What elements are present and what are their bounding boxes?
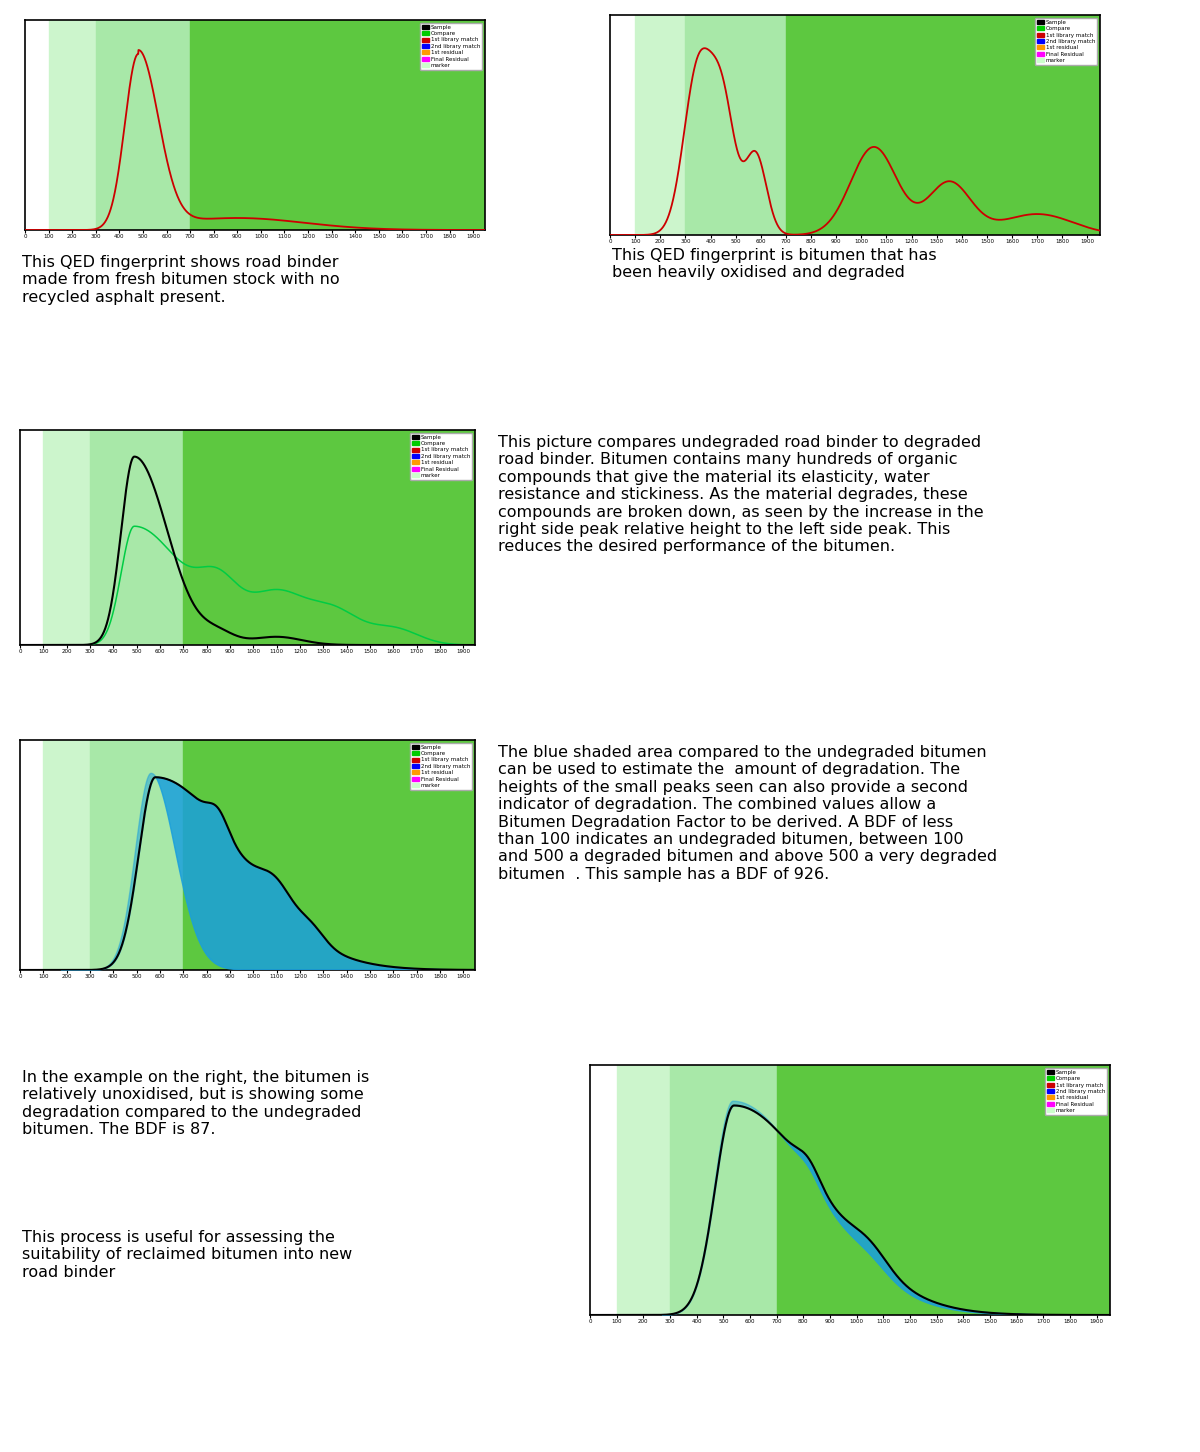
Text: This QED fingerprint is bitumen that has
been heavily oxidised and degraded: This QED fingerprint is bitumen that has… <box>612 248 937 280</box>
Bar <box>20 741 43 970</box>
Text: This process is useful for assessing the
suitability of reclaimed bitumen into n: This process is useful for assessing the… <box>22 1230 352 1279</box>
Legend: Sample, Compare, 1st library match, 2nd library match, 1st residual, Final Resid: Sample, Compare, 1st library match, 2nd … <box>410 433 473 481</box>
Bar <box>184 741 475 970</box>
Bar <box>90 430 184 645</box>
Bar <box>96 20 190 229</box>
Legend: Sample, Compare, 1st library match, 2nd library match, 1st residual, Final Resid: Sample, Compare, 1st library match, 2nd … <box>1045 1067 1108 1115</box>
Bar <box>20 430 43 645</box>
Bar <box>610 15 635 235</box>
Bar <box>43 430 90 645</box>
Bar <box>617 1064 670 1316</box>
Legend: Sample, Compare, 1st library match, 2nd library match, 1st residual, Final Resid: Sample, Compare, 1st library match, 2nd … <box>420 23 482 70</box>
Bar <box>590 1064 617 1316</box>
Bar <box>184 430 475 645</box>
Bar <box>786 15 1100 235</box>
Bar <box>25 20 48 229</box>
Bar <box>48 20 96 229</box>
Text: This QED fingerprint shows road binder
made from fresh bitumen stock with no
rec: This QED fingerprint shows road binder m… <box>22 256 340 305</box>
Text: The blue shaded area compared to the undegraded bitumen
can be used to estimate : The blue shaded area compared to the und… <box>498 745 997 881</box>
Text: In the example on the right, the bitumen is
relatively unoxidised, but is showin: In the example on the right, the bitumen… <box>22 1070 368 1137</box>
Legend: Sample, Compare, 1st library match, 2nd library match, 1st residual, Final Resid: Sample, Compare, 1st library match, 2nd … <box>410 743 473 790</box>
Bar <box>43 741 90 970</box>
Bar <box>635 15 685 235</box>
Bar <box>190 20 485 229</box>
Bar <box>776 1064 1110 1316</box>
Bar <box>685 15 786 235</box>
Bar <box>670 1064 776 1316</box>
Text: This picture compares undegraded road binder to degraded
road binder. Bitumen co: This picture compares undegraded road bi… <box>498 436 984 555</box>
Bar <box>90 741 184 970</box>
Legend: Sample, Compare, 1st library match, 2nd library match, 1st residual, Final Resid: Sample, Compare, 1st library match, 2nd … <box>1036 17 1097 65</box>
